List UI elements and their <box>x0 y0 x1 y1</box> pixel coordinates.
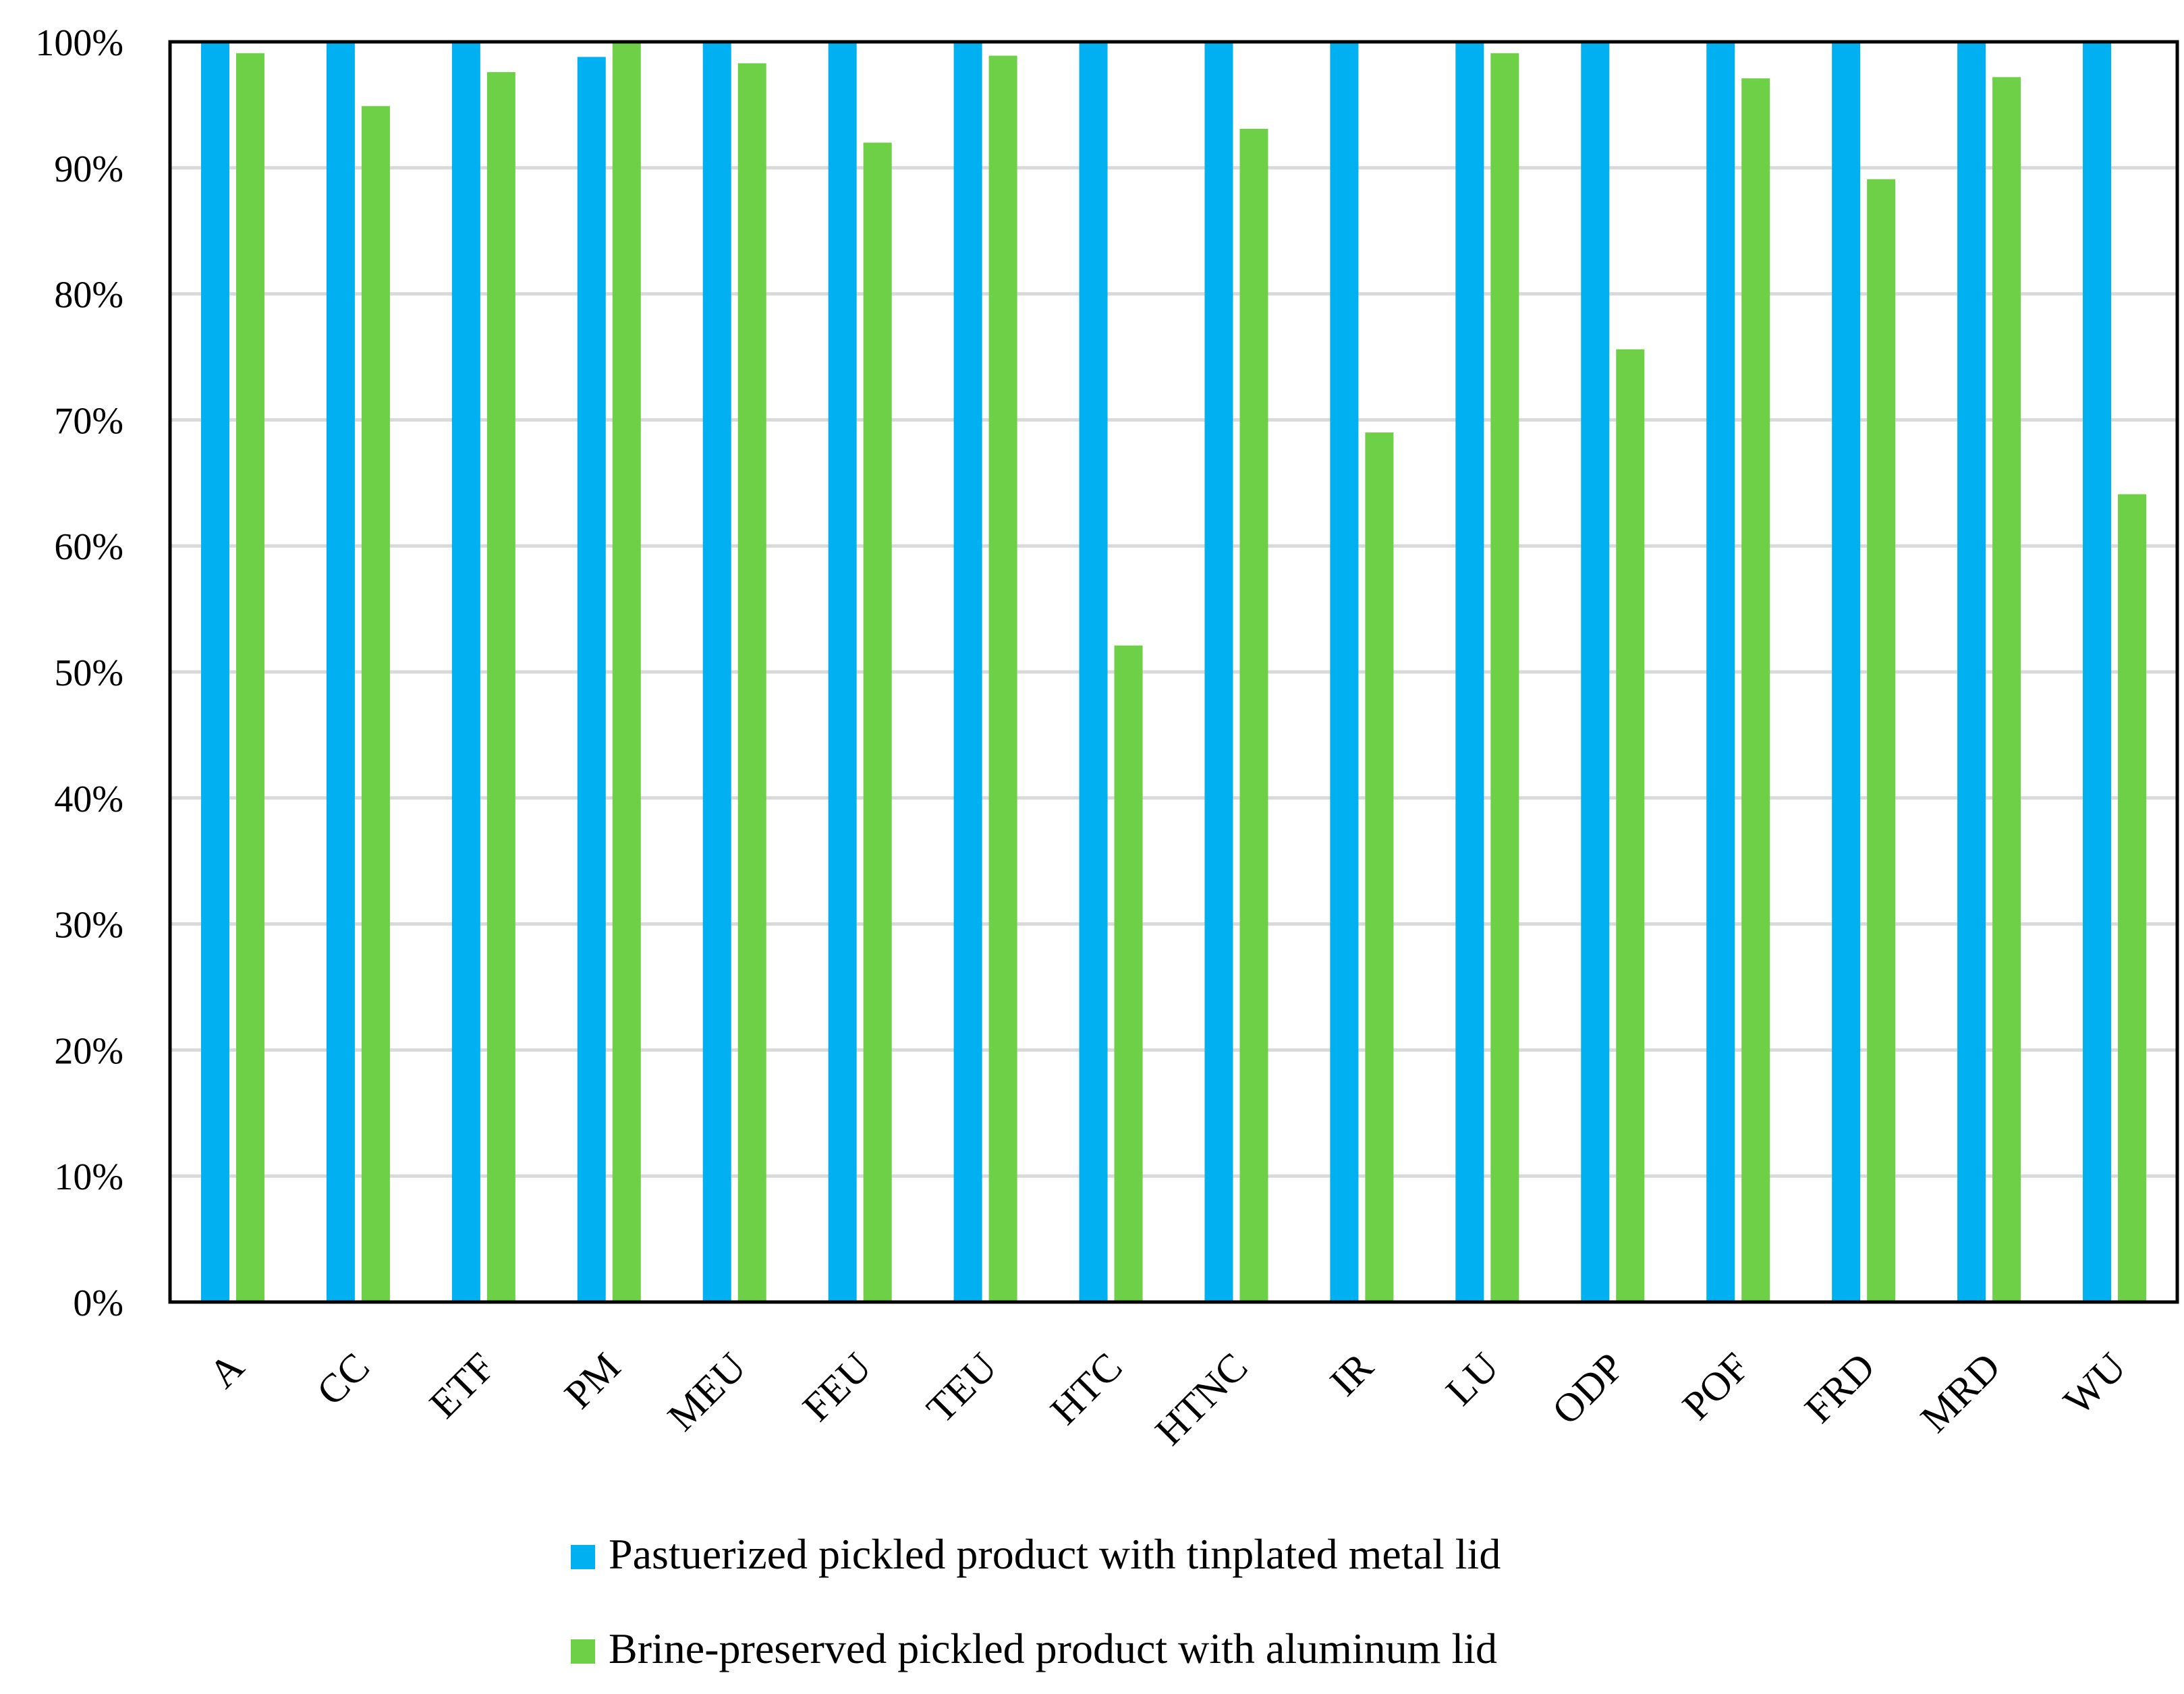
bar-series-1-etf <box>451 42 480 1302</box>
bar-series-2-frd <box>1867 179 1896 1302</box>
bar-series-1-ir <box>1330 42 1359 1302</box>
bar-series-1-wu <box>2083 42 2112 1302</box>
bar-series-1-odp <box>1581 42 1610 1302</box>
x-tick-label: A <box>200 1345 252 1396</box>
x-tick-label: POF <box>1674 1345 1758 1429</box>
bar-series-2-feu <box>863 142 892 1303</box>
bar-series-1-meu <box>702 42 731 1302</box>
x-tick-label: MEU <box>659 1345 754 1440</box>
bar-series-1-htc <box>1079 42 1108 1302</box>
x-tick-label: WU <box>2055 1345 2134 1423</box>
legend-label-series-1: Pastuerized pickled product with tinplat… <box>609 1530 1501 1578</box>
y-tick-label: 80% <box>54 275 123 316</box>
x-tick-label: LU <box>1437 1345 1507 1414</box>
y-tick-label: 0% <box>73 1282 123 1324</box>
bars <box>200 42 2147 1303</box>
bar-series-2-meu <box>737 63 766 1303</box>
y-tick-label: 70% <box>54 400 123 442</box>
bar-series-2-ir <box>1365 432 1394 1302</box>
bar-series-2-teu <box>988 55 1017 1303</box>
x-tick-label: MRD <box>1912 1345 2009 1441</box>
y-tick-label: 30% <box>54 905 123 947</box>
bar-series-1-pm <box>577 57 606 1302</box>
bar-series-1-lu <box>1455 42 1484 1302</box>
y-tick-labels: 0% 10% 20% 30% 40% 50% 60% 70% 80% 90% 100% <box>35 22 123 1324</box>
y-tick-label: 40% <box>54 779 123 820</box>
bar-series-1-teu <box>953 42 982 1302</box>
bar-series-2-etf <box>486 72 515 1302</box>
y-tick-label: 90% <box>54 148 123 190</box>
bar-series-2-odp <box>1616 349 1645 1302</box>
bar-series-1-feu <box>828 42 857 1302</box>
bar-series-2-mrd <box>1992 77 2021 1303</box>
bar-series-2-cc <box>361 106 390 1302</box>
y-tick-label: 60% <box>54 526 123 568</box>
bar-series-2-a <box>235 53 264 1302</box>
bar-series-1-cc <box>326 42 355 1302</box>
x-tick-label: ETF <box>421 1345 503 1427</box>
x-tick-label: ODP <box>1544 1345 1633 1434</box>
legend-swatch-series-2 <box>571 1639 595 1664</box>
y-tick-label: 20% <box>54 1030 123 1072</box>
axes <box>168 40 2179 1304</box>
bar-series-2-wu <box>2118 494 2147 1302</box>
bar-series-2-pm <box>612 42 641 1302</box>
bar-series-2-lu <box>1490 53 1519 1302</box>
x-tick-label: HTC <box>1042 1345 1131 1434</box>
legend-label-series-2: Brine-preserved pickled product with alu… <box>609 1625 1497 1672</box>
bar-series-1-mrd <box>1957 42 1986 1302</box>
bar-series-2-htnc <box>1239 128 1268 1303</box>
y-tick-label: 10% <box>54 1156 123 1198</box>
bar-series-1-htnc <box>1204 42 1233 1302</box>
bar-series-2-htc <box>1114 645 1143 1302</box>
legend-swatch-series-1 <box>571 1545 595 1569</box>
bar-series-1-frd <box>1832 42 1861 1302</box>
x-tick-label: IR <box>1322 1345 1382 1405</box>
plot-frame <box>168 40 2179 1304</box>
bar-series-2-pof <box>1741 78 1770 1302</box>
legend: Pastuerized pickled product with tinplat… <box>571 1530 1501 1672</box>
bar-series-1-a <box>200 42 229 1302</box>
x-tick-label: CC <box>308 1345 378 1414</box>
x-tick-label: PM <box>556 1345 629 1417</box>
x-tick-label: TEU <box>918 1345 1005 1432</box>
x-tick-label: FEU <box>794 1345 880 1430</box>
bar-series-1-pof <box>1706 42 1735 1302</box>
y-tick-label: 50% <box>54 652 123 694</box>
x-category-labels: A CC ETF PM MEU FEU TEU HTC HTNC IR LU ODP POF FRD MRD… <box>200 1345 2134 1454</box>
y-tick-label: 100% <box>35 22 123 64</box>
x-tick-label: HTNC <box>1146 1345 1256 1454</box>
x-tick-label: FRD <box>1796 1345 1883 1432</box>
